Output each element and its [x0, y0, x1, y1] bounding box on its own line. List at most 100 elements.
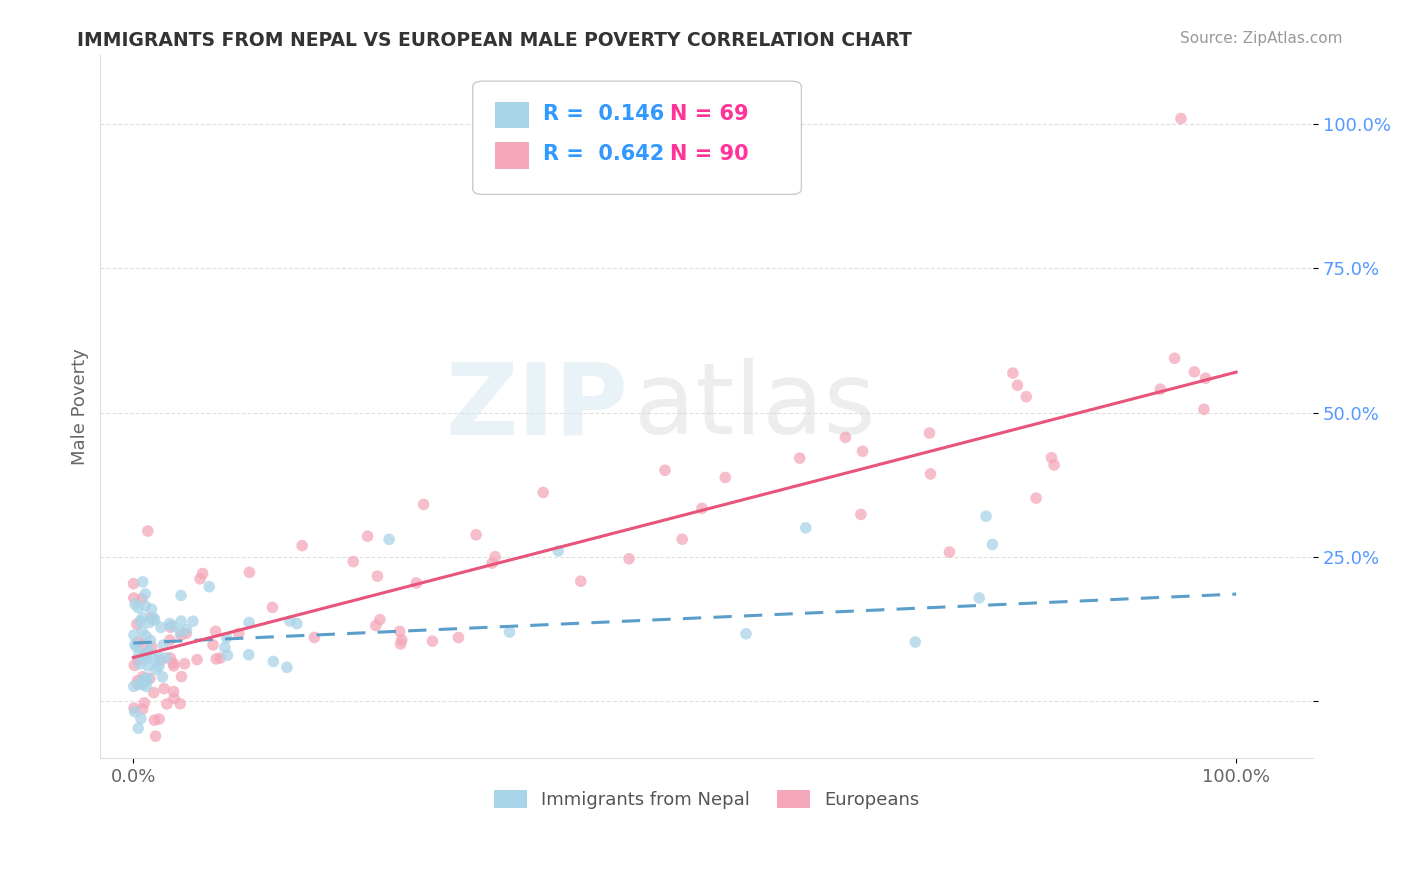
Point [654, 463, 676, 477]
Point [131, 610, 153, 624]
Point [378, 533, 401, 547]
Text: R =  0.642: R = 0.642 [543, 145, 664, 164]
Point [304, 631, 326, 645]
Point [124, 705, 146, 719]
Point [142, 611, 165, 625]
Point [291, 539, 314, 553]
Point [356, 529, 378, 543]
Point [170, 614, 193, 628]
Point [127, 653, 149, 667]
Point [789, 451, 811, 466]
Point [131, 591, 153, 606]
Text: N = 90: N = 90 [671, 145, 749, 164]
Point [1182, 365, 1205, 379]
Point [278, 614, 301, 628]
Point [163, 684, 186, 698]
Point [852, 444, 875, 458]
Point [285, 616, 308, 631]
Point [366, 569, 388, 583]
Point [129, 615, 152, 629]
Point [981, 537, 1004, 551]
Point [201, 638, 224, 652]
Point [938, 545, 960, 559]
Point [547, 544, 569, 558]
Point [135, 680, 157, 694]
Point [138, 643, 160, 657]
Point [422, 634, 444, 648]
Point [170, 670, 193, 684]
Point [967, 591, 990, 605]
Point [205, 652, 228, 666]
Point [124, 658, 146, 673]
Point [159, 633, 181, 648]
Point [389, 637, 412, 651]
Point [131, 624, 153, 638]
Point [159, 620, 181, 634]
Text: atlas: atlas [634, 359, 876, 455]
Point [794, 521, 817, 535]
Point [127, 673, 149, 688]
Point [920, 467, 942, 481]
Point [714, 470, 737, 484]
Point [170, 628, 193, 642]
Text: N = 69: N = 69 [671, 103, 749, 123]
Point [1043, 458, 1066, 472]
Point [391, 632, 413, 647]
Point [148, 712, 170, 726]
Point [671, 532, 693, 546]
Point [238, 615, 260, 630]
Point [132, 677, 155, 691]
Point [974, 509, 997, 524]
Point [131, 673, 153, 687]
Point [238, 648, 260, 662]
Point [217, 648, 239, 663]
Point [162, 619, 184, 633]
Point [1192, 402, 1215, 417]
Point [128, 657, 150, 671]
Point [1170, 112, 1192, 126]
Point [163, 658, 186, 673]
Point [163, 691, 186, 706]
Point [388, 624, 411, 639]
Point [188, 572, 211, 586]
Point [617, 551, 640, 566]
Point [122, 701, 145, 715]
Point [131, 574, 153, 589]
Point [143, 713, 166, 727]
Point [181, 614, 204, 628]
Point [262, 600, 284, 615]
Point [1149, 382, 1171, 396]
Point [405, 576, 427, 591]
Point [145, 662, 167, 676]
Point [191, 566, 214, 581]
Point [170, 589, 193, 603]
Point [1194, 371, 1216, 385]
Point [129, 712, 152, 726]
Point [136, 672, 159, 686]
Point [481, 556, 503, 570]
Point [238, 566, 260, 580]
Point [122, 576, 145, 591]
Point [136, 671, 159, 685]
Point [1001, 366, 1024, 380]
Point [159, 651, 181, 665]
Point [735, 627, 758, 641]
Point [148, 649, 170, 664]
Point [135, 647, 157, 661]
Point [124, 597, 146, 611]
Point [148, 659, 170, 673]
Point [276, 660, 298, 674]
Point [132, 637, 155, 651]
Point [169, 697, 191, 711]
Point [135, 629, 157, 643]
Point [169, 625, 191, 640]
Point [152, 670, 174, 684]
Point [134, 587, 156, 601]
Point [215, 631, 238, 645]
Point [139, 672, 162, 686]
Point [690, 501, 713, 516]
Point [136, 524, 159, 538]
Point [484, 549, 506, 564]
Point [143, 613, 166, 627]
Point [176, 623, 198, 637]
